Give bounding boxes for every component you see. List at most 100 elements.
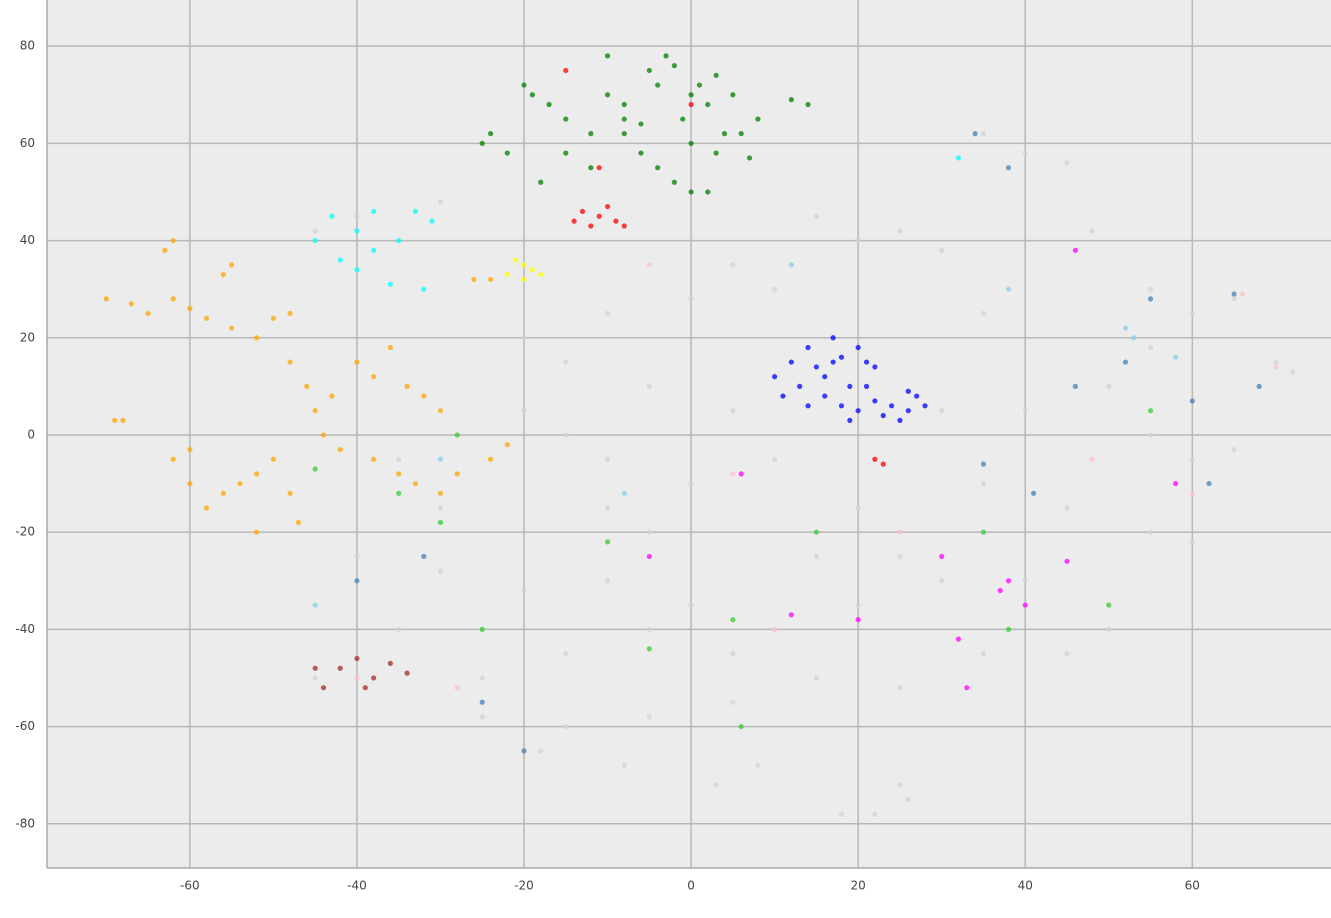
point: [646, 383, 652, 389]
point: [980, 131, 987, 137]
point: [880, 461, 886, 467]
point: [1072, 247, 1078, 253]
point: [738, 723, 744, 730]
point: [1147, 432, 1154, 438]
point: [112, 417, 118, 423]
point: [170, 237, 176, 244]
point: [805, 344, 811, 351]
point: [479, 714, 485, 720]
point: [471, 276, 477, 283]
y-tick-label: 60: [20, 136, 35, 150]
point: [1206, 480, 1212, 487]
point: [980, 480, 987, 487]
point: [1231, 291, 1237, 297]
point: [354, 578, 360, 584]
point: [905, 796, 911, 803]
point: [1273, 359, 1279, 365]
point: [613, 218, 619, 224]
point: [646, 646, 652, 652]
point: [730, 471, 736, 477]
point: [454, 471, 460, 477]
point: [203, 505, 210, 511]
point: [1106, 383, 1112, 389]
point: [1064, 558, 1070, 564]
point: [1064, 160, 1070, 166]
point: [730, 92, 736, 98]
point: [1189, 398, 1195, 404]
point: [621, 131, 627, 137]
point: [897, 782, 903, 788]
point: [354, 228, 360, 234]
x-tick-label: 40: [1018, 879, 1033, 893]
x-tick-label: -60: [180, 879, 200, 893]
point: [646, 626, 652, 632]
point: [1189, 539, 1195, 545]
point: [504, 271, 510, 278]
point: [521, 748, 527, 754]
point: [337, 257, 343, 263]
point: [813, 213, 819, 219]
point: [788, 359, 794, 365]
point: [162, 247, 168, 253]
point: [312, 602, 318, 608]
point: [437, 408, 444, 414]
point: [905, 408, 911, 414]
point: [1064, 651, 1070, 657]
point: [1239, 291, 1246, 297]
point: [521, 262, 527, 268]
point: [396, 237, 402, 244]
point: [287, 359, 293, 365]
point: [680, 116, 686, 122]
point: [421, 286, 427, 292]
point: [337, 446, 343, 453]
y-tick-label: -40: [15, 622, 35, 636]
point: [1231, 296, 1237, 302]
point: [229, 262, 235, 268]
point: [1147, 286, 1154, 292]
point: [513, 257, 519, 263]
point: [939, 553, 945, 560]
point: [830, 359, 836, 365]
point: [588, 165, 594, 171]
point: [187, 306, 193, 312]
point: [220, 271, 226, 278]
point: [671, 179, 677, 185]
point: [529, 92, 535, 98]
point: [880, 412, 886, 419]
point: [454, 685, 460, 691]
point: [688, 296, 694, 302]
point: [538, 748, 544, 754]
point: [487, 276, 494, 283]
point: [1022, 408, 1028, 414]
point: [354, 267, 360, 273]
point: [354, 553, 360, 560]
point: [872, 398, 878, 404]
point: [872, 364, 878, 370]
point: [1005, 165, 1012, 171]
point: [1030, 490, 1037, 496]
point: [170, 456, 176, 462]
point: [863, 359, 870, 365]
point: [479, 626, 485, 632]
point: [713, 150, 719, 156]
point: [563, 150, 569, 156]
point: [412, 208, 419, 215]
y-tick-label: 0: [27, 427, 35, 441]
point: [1173, 480, 1179, 487]
point: [312, 675, 318, 681]
point: [830, 335, 836, 341]
point: [855, 617, 861, 623]
y-tick-label: 80: [20, 39, 35, 53]
point: [838, 354, 845, 360]
point: [939, 247, 945, 253]
point: [721, 131, 728, 137]
point: [329, 393, 335, 399]
point: [855, 602, 861, 608]
point: [337, 665, 343, 671]
point: [688, 101, 694, 108]
point: [1189, 456, 1195, 462]
point: [396, 471, 402, 477]
point: [371, 374, 377, 380]
point: [312, 228, 318, 234]
